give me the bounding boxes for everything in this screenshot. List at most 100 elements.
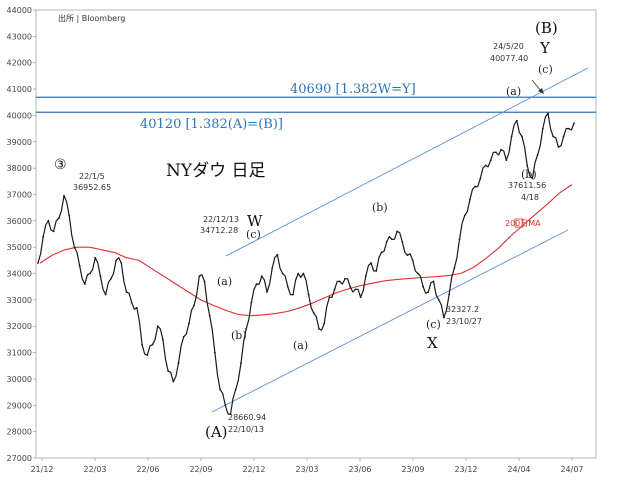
price-point (193, 304, 196, 307)
y-tick-label: 40000 (7, 111, 32, 120)
price-point (57, 217, 60, 220)
y-tick-label: 28000 (7, 428, 32, 437)
x-tick-label: 22/03 (83, 465, 106, 474)
price-point (156, 325, 159, 328)
price-point (89, 272, 91, 275)
x-tick-label: 23/12 (454, 465, 477, 474)
price-point (73, 246, 76, 249)
price-point (359, 296, 362, 299)
price-point (151, 343, 154, 346)
price-point (469, 198, 471, 201)
price-point (42, 235, 45, 238)
price-point (234, 388, 237, 391)
price-point (245, 327, 248, 330)
price-point (177, 362, 180, 365)
price-point (385, 241, 388, 243)
a-low-date: 22/10/13 (228, 425, 264, 434)
wave-label-a3: (a) (506, 85, 521, 98)
price-point (115, 259, 117, 262)
wave-label-Y: Y (539, 39, 551, 57)
ma-legend-box (514, 218, 524, 228)
price-point (479, 177, 482, 180)
price-point (495, 151, 497, 154)
wave-label-A: (A) (205, 423, 228, 441)
chart-title: NYダウ 日足 (166, 161, 266, 181)
price-point (443, 316, 445, 319)
x-axis: 21/12 22/03 22/06 22/09 22/12 23/03 23/06 23/09… (30, 458, 584, 474)
price-point (344, 277, 346, 280)
y-tick-label: 34000 (7, 270, 32, 279)
price-point (489, 159, 492, 162)
price-point (557, 146, 560, 148)
price-point (416, 272, 419, 275)
x-tick-label: 21/12 (30, 465, 53, 474)
price-point (515, 119, 518, 122)
price-point (474, 185, 477, 188)
price-point (182, 335, 185, 338)
price-point (484, 164, 487, 167)
y-tick-label: 44000 (7, 6, 32, 15)
wave-label-b3: (b) (521, 168, 537, 181)
y-tick-label: 39000 (7, 138, 32, 147)
peak-arrow-head (538, 88, 544, 94)
price-point (135, 306, 138, 309)
y-axis: 27000 28000 29000 30000 31000 32000 33000 34000… (7, 6, 36, 463)
plot-frame (35, 9, 597, 459)
price-point (78, 264, 81, 267)
price-point (573, 122, 575, 125)
b-low-value: 37611.56 (508, 181, 546, 190)
ma-line (39, 184, 573, 317)
price-point (276, 253, 279, 256)
price-point (375, 269, 378, 272)
b-peak-value: 40077.40 (490, 54, 528, 63)
price-point (109, 277, 112, 280)
w-point-value: 34712.28 (200, 226, 238, 235)
y-tick-label: 36000 (7, 217, 32, 226)
x-tick-label: 23/09 (401, 465, 424, 474)
price-point (422, 285, 424, 288)
wave-label-c2: (c) (426, 318, 441, 331)
price-point (219, 388, 222, 391)
x-tick-label: 22/06 (136, 465, 159, 474)
price-point (401, 241, 404, 243)
price-point (214, 351, 216, 354)
price-point (203, 280, 206, 283)
y-tick-label: 35000 (7, 243, 32, 252)
price-point (297, 272, 300, 275)
price-point (318, 327, 320, 330)
y-tick-label: 30000 (7, 375, 32, 384)
price-point (328, 296, 331, 299)
price-point (240, 362, 242, 365)
price-point (531, 177, 534, 180)
price-point (510, 135, 513, 138)
price-line (37, 112, 575, 415)
price-point (68, 214, 71, 217)
price-point (271, 267, 274, 270)
price-point (427, 291, 430, 293)
w-point-date: 22/12/13 (203, 215, 239, 224)
price-point (547, 112, 549, 115)
price-point (266, 291, 268, 293)
price-point (458, 238, 461, 241)
price-point (255, 283, 258, 285)
wave-label-b1: (b) (231, 329, 247, 342)
price-point (125, 291, 128, 293)
a-low-value: 28660.94 (228, 413, 266, 422)
y-tick-label: 29000 (7, 401, 32, 410)
wave-label-a2: (a) (293, 339, 308, 352)
price-point (250, 301, 253, 304)
price-point (505, 159, 508, 162)
price-point (120, 262, 123, 264)
y-tick-label: 42000 (7, 59, 32, 68)
price-point (396, 230, 398, 233)
price-point (448, 293, 451, 296)
price-point (47, 219, 50, 222)
price-point (188, 322, 190, 325)
price-point (260, 275, 263, 278)
price-series (37, 112, 575, 416)
price-point (323, 322, 326, 325)
y-tick-label: 32000 (7, 322, 32, 331)
ma-legend-label: 200日MA (505, 219, 541, 228)
price-point (406, 254, 409, 256)
y-tick-label: 27000 (7, 454, 32, 463)
